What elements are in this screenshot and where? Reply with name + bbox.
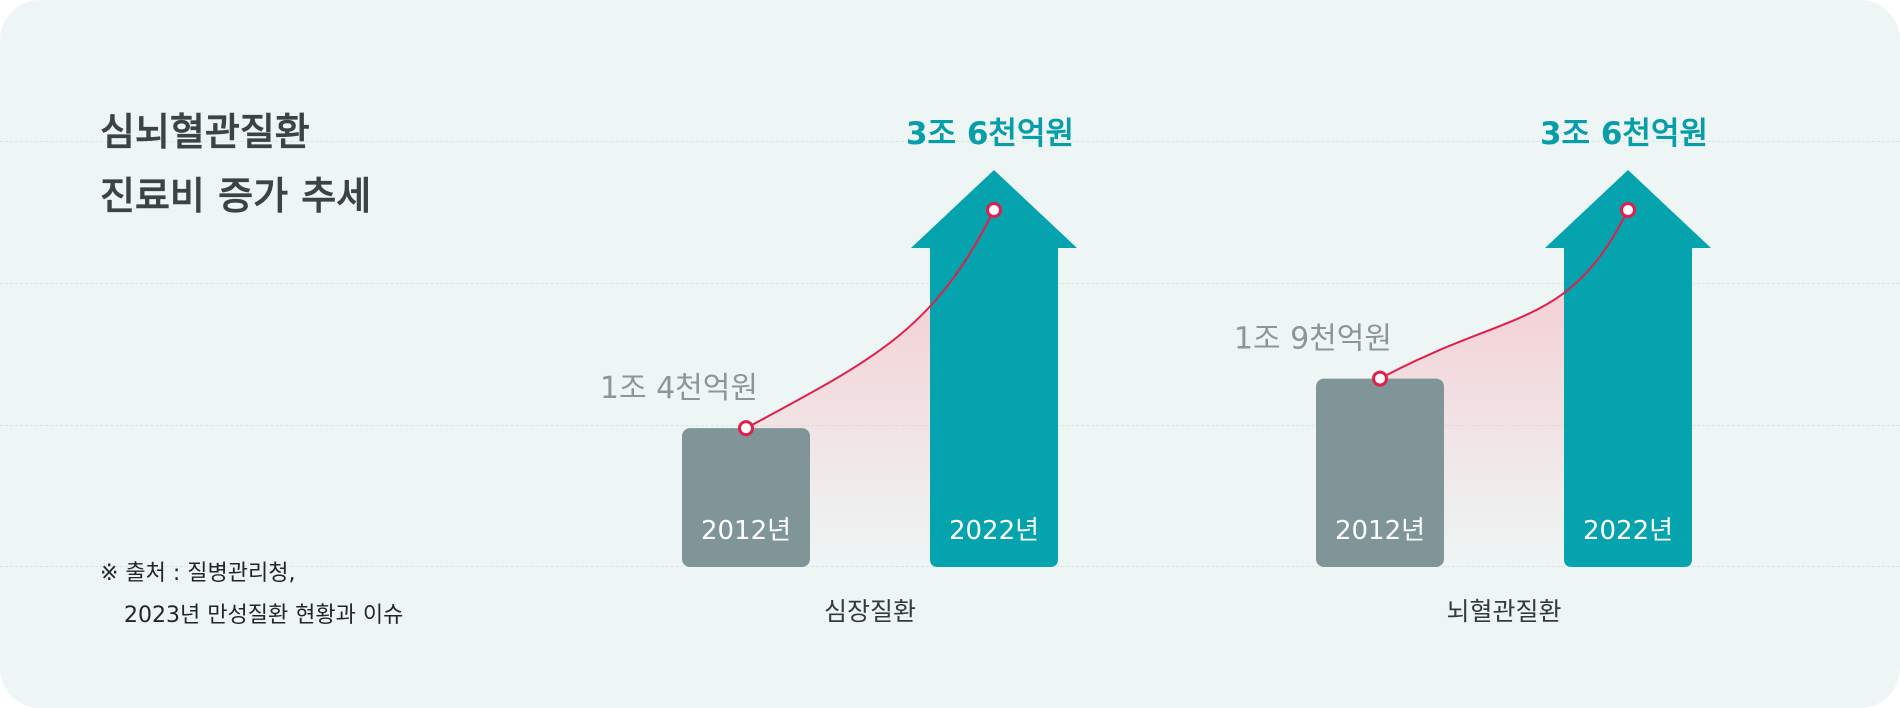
bar-2022-arrow <box>911 170 1077 567</box>
chart-title: 심뇌혈관질환 진료비 증가 추세 <box>100 100 371 228</box>
category-label: 뇌혈관질환 <box>1446 597 1561 626</box>
value-label-2022: 3조 6천억원 <box>1540 116 1708 152</box>
bar-year-label: 2012년 <box>701 516 791 546</box>
bar-2012 <box>1316 378 1444 567</box>
trend-point <box>1620 202 1636 218</box>
chart-title-line-1: 심뇌혈관질환 <box>100 110 310 154</box>
trend-point <box>738 420 754 437</box>
bar-year-label: 2022년 <box>949 516 1039 546</box>
gridline <box>0 141 1900 142</box>
category-label: 심장질환 <box>824 597 916 626</box>
trend-line <box>745 209 995 430</box>
trend-line <box>1379 209 1629 380</box>
bar-2022-arrow <box>1545 170 1711 567</box>
trend-point <box>1372 370 1388 387</box>
source-note-line-1: ※ 출처 : 질병관리청, <box>100 561 296 586</box>
value-label-2012: 1조 4천억원 <box>600 371 758 406</box>
trend-point <box>986 202 1002 218</box>
chart-title-line-2: 진료비 증가 추세 <box>100 174 372 218</box>
value-label-2012: 1조 9천억원 <box>1234 322 1392 357</box>
source-note-line-2: 2023년 만성질환 현황과 이슈 <box>124 603 404 628</box>
value-label-2022: 3조 6천억원 <box>906 116 1074 152</box>
bar-year-label: 2012년 <box>1335 516 1425 546</box>
source-note: ※ 출처 : 질병관리청, 2023년 만성질환 현황과 이슈 <box>100 553 403 637</box>
bar-2012 <box>682 428 810 567</box>
bar-year-label: 2022년 <box>1583 516 1673 546</box>
